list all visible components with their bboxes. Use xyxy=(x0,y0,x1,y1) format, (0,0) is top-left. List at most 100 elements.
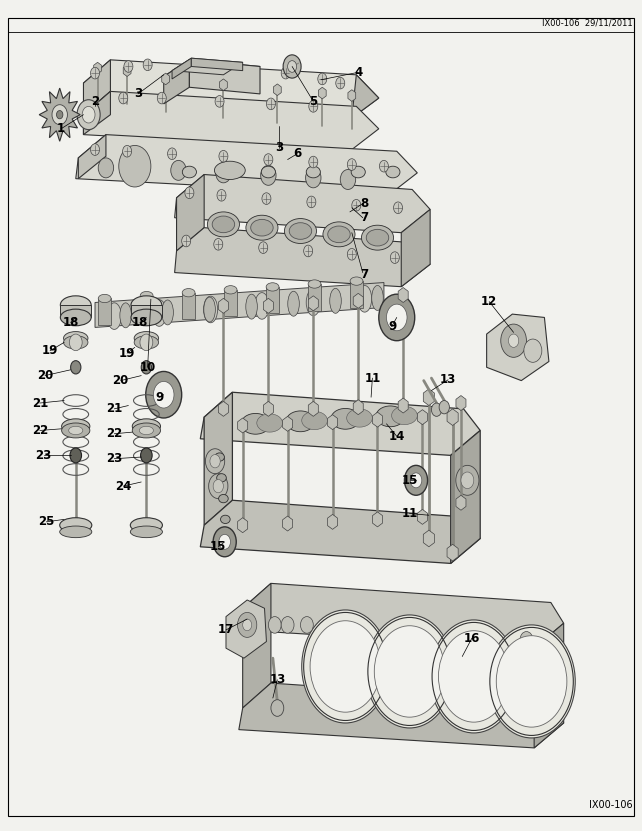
Circle shape xyxy=(318,73,327,85)
Polygon shape xyxy=(83,60,110,115)
Polygon shape xyxy=(164,60,189,104)
Polygon shape xyxy=(200,500,480,563)
Polygon shape xyxy=(60,305,91,317)
Polygon shape xyxy=(172,58,243,75)
Polygon shape xyxy=(273,84,281,96)
Polygon shape xyxy=(308,401,318,416)
Ellipse shape xyxy=(60,309,91,326)
Polygon shape xyxy=(83,60,379,118)
Ellipse shape xyxy=(139,426,153,435)
Text: 16: 16 xyxy=(464,632,480,645)
Circle shape xyxy=(185,187,194,199)
Text: 22: 22 xyxy=(31,424,48,437)
Circle shape xyxy=(70,448,82,463)
Circle shape xyxy=(214,238,223,250)
Polygon shape xyxy=(372,512,383,527)
Circle shape xyxy=(119,92,128,104)
Text: 7: 7 xyxy=(361,211,369,224)
Ellipse shape xyxy=(69,426,83,435)
Polygon shape xyxy=(282,516,293,531)
Circle shape xyxy=(347,159,356,170)
Circle shape xyxy=(91,67,100,79)
Circle shape xyxy=(288,61,297,72)
Circle shape xyxy=(217,189,226,201)
Circle shape xyxy=(168,148,177,160)
Circle shape xyxy=(213,479,223,493)
Ellipse shape xyxy=(255,293,269,319)
Polygon shape xyxy=(140,296,153,322)
Polygon shape xyxy=(456,495,466,510)
Ellipse shape xyxy=(207,212,239,237)
Circle shape xyxy=(219,150,228,162)
Polygon shape xyxy=(95,283,384,327)
Ellipse shape xyxy=(98,294,111,302)
Circle shape xyxy=(336,77,345,89)
Ellipse shape xyxy=(204,297,215,322)
Circle shape xyxy=(283,55,301,78)
Circle shape xyxy=(146,371,182,418)
Polygon shape xyxy=(39,88,80,141)
Polygon shape xyxy=(76,135,417,195)
Text: IX00-106  29/11/2011: IX00-106 29/11/2011 xyxy=(542,18,632,27)
Polygon shape xyxy=(327,514,338,529)
Circle shape xyxy=(130,158,146,178)
Circle shape xyxy=(431,403,442,416)
Polygon shape xyxy=(175,228,430,287)
Circle shape xyxy=(374,626,445,717)
Ellipse shape xyxy=(246,215,278,240)
Circle shape xyxy=(439,401,449,414)
Text: 25: 25 xyxy=(38,515,55,529)
Circle shape xyxy=(213,527,236,557)
Ellipse shape xyxy=(64,332,88,345)
Text: 13: 13 xyxy=(440,373,456,386)
Text: 13: 13 xyxy=(269,673,286,686)
Text: 3: 3 xyxy=(275,141,283,155)
Polygon shape xyxy=(164,60,260,83)
Circle shape xyxy=(216,163,231,183)
Polygon shape xyxy=(131,305,162,317)
Polygon shape xyxy=(263,298,273,313)
Polygon shape xyxy=(534,623,564,748)
Text: 19: 19 xyxy=(42,344,58,357)
Ellipse shape xyxy=(214,161,245,179)
Ellipse shape xyxy=(266,283,279,291)
Ellipse shape xyxy=(257,414,282,432)
Polygon shape xyxy=(327,415,338,430)
Circle shape xyxy=(205,449,225,474)
Polygon shape xyxy=(243,583,271,708)
Ellipse shape xyxy=(386,166,400,178)
Ellipse shape xyxy=(60,518,92,533)
Circle shape xyxy=(352,199,361,211)
Polygon shape xyxy=(238,518,248,533)
Circle shape xyxy=(310,621,381,712)
Circle shape xyxy=(259,242,268,253)
Polygon shape xyxy=(172,58,191,79)
Text: 24: 24 xyxy=(115,479,132,493)
Polygon shape xyxy=(218,401,229,416)
Ellipse shape xyxy=(330,288,342,313)
Circle shape xyxy=(243,619,252,631)
Circle shape xyxy=(496,636,567,727)
Circle shape xyxy=(410,473,422,488)
Polygon shape xyxy=(308,296,318,311)
Circle shape xyxy=(281,617,294,633)
Polygon shape xyxy=(447,544,458,561)
Circle shape xyxy=(300,617,313,633)
Ellipse shape xyxy=(218,494,229,503)
Ellipse shape xyxy=(286,411,315,432)
Ellipse shape xyxy=(302,411,327,430)
Ellipse shape xyxy=(289,223,312,239)
Circle shape xyxy=(91,144,100,155)
Ellipse shape xyxy=(131,296,162,314)
Polygon shape xyxy=(239,583,564,648)
Ellipse shape xyxy=(306,289,320,316)
Circle shape xyxy=(262,193,271,204)
Text: 17: 17 xyxy=(218,623,234,637)
Polygon shape xyxy=(353,293,363,308)
Circle shape xyxy=(366,615,453,728)
Text: 9: 9 xyxy=(389,320,397,333)
Circle shape xyxy=(268,617,281,633)
Ellipse shape xyxy=(241,414,270,434)
Text: 3: 3 xyxy=(134,87,142,101)
Polygon shape xyxy=(350,281,363,307)
